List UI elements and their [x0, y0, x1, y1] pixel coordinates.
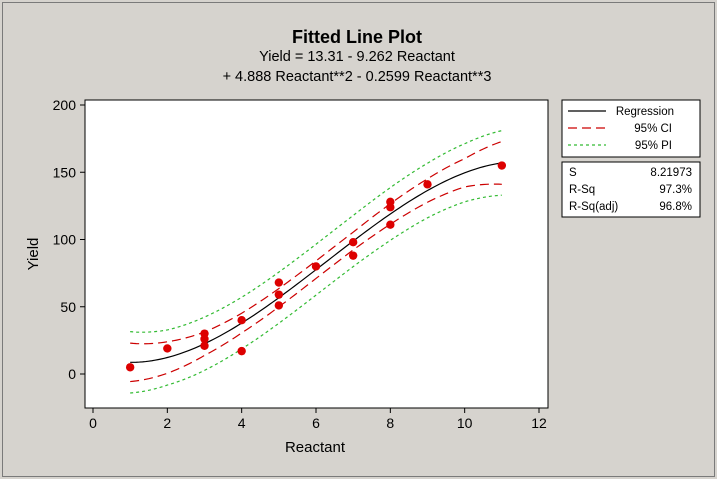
pi-upper-line	[130, 130, 502, 333]
ci-lower-line	[130, 183, 502, 383]
pi-lower-line	[130, 194, 502, 394]
data-point-4	[200, 334, 209, 344]
data-point-17	[423, 180, 432, 189]
ci-upper-line	[130, 140, 503, 345]
stat-s-value: 8.21973	[650, 167, 692, 179]
y-tick-label-150: 150	[53, 164, 77, 180]
stats-box	[561, 161, 701, 218]
plot-area	[84, 99, 549, 409]
regression-equation-line-2: + 4.888 Reactant**2 - 0.2599 Reactant**3	[223, 69, 492, 85]
stat-rsq-adj-value: 96.8%	[659, 201, 692, 213]
y-tick-label-200: 200	[53, 97, 77, 113]
data-point-16	[386, 220, 395, 229]
y-axis-label: Yield	[25, 238, 42, 271]
stat-rsq-value: 97.3%	[659, 184, 692, 196]
y-tick-label-50: 50	[60, 299, 76, 315]
x-tick-label-4: 4	[238, 415, 246, 431]
data-point-5	[200, 341, 209, 350]
data-point-6	[237, 316, 246, 325]
data-point-8	[274, 278, 284, 287]
data-point-2	[163, 344, 172, 353]
x-tick-label-10: 10	[457, 415, 473, 431]
stats-table: S 8.21973 R-Sq 97.3% R-Sq(adj) 96.8%	[561, 161, 701, 218]
y-tick-label-100: 100	[53, 232, 77, 248]
chart-title: Fitted Line Plot	[292, 27, 422, 47]
data-point-18	[497, 161, 507, 170]
x-tick-label-8: 8	[386, 415, 394, 431]
stat-rsq-label: R-Sq	[569, 184, 595, 196]
data-point-13	[348, 251, 358, 260]
legend-pi-label: 95% PI	[635, 140, 672, 152]
data-point-7	[237, 346, 246, 356]
x-tick-label-6: 6	[312, 415, 320, 431]
legend-ci-label: 95% CI	[634, 123, 672, 135]
stat-rsq-adj-label: R-Sq(adj)	[569, 201, 618, 213]
legend-regression-label: Regression	[616, 106, 674, 118]
legend: Regression 95% CI 95% PI	[561, 99, 701, 158]
regression-equation-line-1: Yield = 13.31 - 9.262 Reactant	[259, 49, 455, 65]
x-tick-label-2: 2	[163, 415, 171, 431]
stat-s-label: S	[569, 167, 577, 179]
y-tick-label-0: 0	[68, 366, 76, 382]
data-point-15	[386, 203, 395, 212]
data-point-11	[311, 262, 321, 271]
data-point-9	[274, 290, 284, 299]
data-point-10	[274, 301, 284, 310]
x-axis-label: Reactant	[285, 439, 346, 456]
data-point-1	[125, 363, 135, 372]
x-tick-label-0: 0	[89, 415, 97, 431]
data-point-12	[348, 237, 358, 247]
x-tick-label-12: 12	[531, 415, 547, 431]
